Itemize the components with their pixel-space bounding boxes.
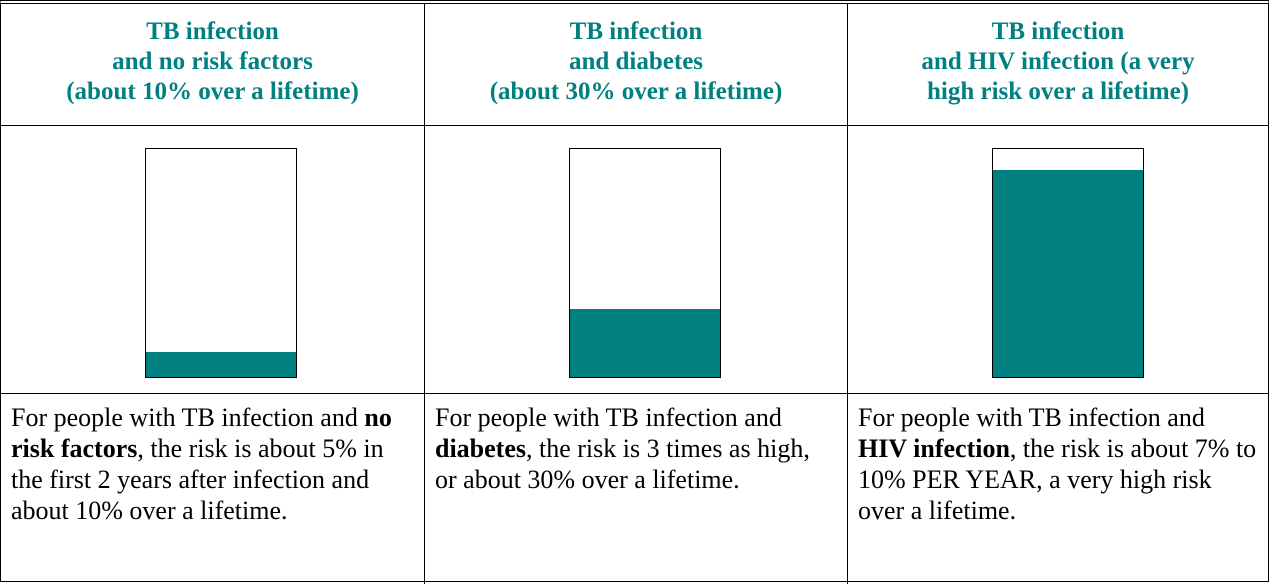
- bar-cell: [1, 126, 425, 394]
- bar-fill: [570, 308, 720, 377]
- text: , the risk is about 7% to 10% PER YEAR, …: [858, 434, 1257, 525]
- bar-fill: [146, 351, 296, 377]
- text: For people with TB infection and: [11, 403, 365, 432]
- header-cell: TB infection and no risk factors (about 10…: [1, 4, 425, 126]
- header-line: (about 30% over a lifetime): [489, 78, 783, 105]
- bar-cell: [848, 126, 1268, 394]
- header-line: and diabetes: [568, 48, 704, 75]
- bar-frame: [992, 148, 1144, 378]
- text: For people with TB infection and: [858, 403, 1205, 432]
- bar-frame: [569, 148, 721, 378]
- description-cell: For people with TB infection and diabete…: [425, 394, 848, 584]
- header-line: TB infection: [569, 18, 703, 45]
- text: For people with TB infection and: [435, 403, 782, 432]
- header-line: TB infection: [991, 18, 1125, 45]
- description-cell: For people with TB infection and HIV inf…: [848, 394, 1268, 584]
- description-cell: For people with TB infection and no risk…: [1, 394, 425, 584]
- bar-fill: [993, 169, 1143, 377]
- header-line: and no risk factors: [112, 48, 313, 75]
- bold-text: HIV infection: [858, 434, 1010, 463]
- bar-cell: [425, 126, 848, 394]
- text: , the risk is about 5% in the first 2 ye…: [11, 434, 384, 525]
- bold-text: diabetes: [435, 434, 526, 463]
- header-cell: TB infection and HIV infection (a very hig…: [848, 4, 1268, 126]
- bold-text: no risk factors: [11, 403, 392, 463]
- header-cell: TB infection and diabetes (about 30% over …: [425, 4, 848, 126]
- header-line: (about 10% over a lifetime): [66, 78, 359, 105]
- header-line: high risk over a lifetime): [927, 78, 1189, 105]
- header-line: and HIV infection (a very: [921, 48, 1195, 75]
- header-line: TB infection: [146, 18, 279, 45]
- text: , the risk is 3 times as high, or about …: [435, 434, 810, 494]
- bar-frame: [145, 148, 297, 378]
